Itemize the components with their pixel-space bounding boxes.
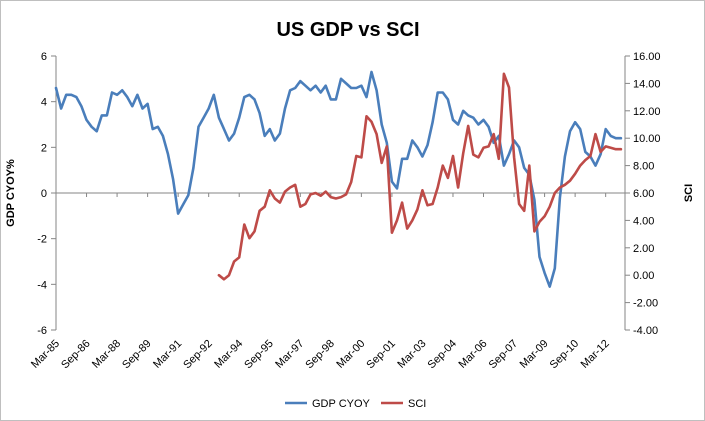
x-tick-label: Sep-07 bbox=[487, 338, 521, 372]
chart-title: US GDP vs SCI bbox=[276, 19, 419, 41]
right-axis-label: SCI bbox=[683, 184, 695, 202]
left-tick-label: -4 bbox=[37, 279, 47, 291]
x-tick-label: Mar-06 bbox=[457, 338, 490, 371]
right-tick-label: 0.00 bbox=[633, 270, 654, 282]
x-tick-label: Mar-00 bbox=[334, 338, 367, 371]
left-axis-label: GDP CYOY% bbox=[5, 159, 17, 227]
left-tick-label: 2 bbox=[41, 142, 47, 154]
x-tick-label: Mar-91 bbox=[151, 338, 184, 371]
x-tick-label: Sep-95 bbox=[242, 338, 276, 372]
x-tick-label: Sep-89 bbox=[120, 338, 154, 372]
x-tick-label: Sep-86 bbox=[59, 338, 93, 372]
x-tick-label: Mar-88 bbox=[90, 338, 123, 371]
x-tick-label: Mar-12 bbox=[579, 338, 612, 371]
right-tick-label: 14.00 bbox=[633, 78, 661, 90]
left-tick-label: -6 bbox=[37, 325, 47, 337]
x-tick-label: Sep-98 bbox=[303, 338, 337, 372]
right-tick-label: 16.00 bbox=[633, 51, 661, 63]
legend-label-gdp: GDP CYOY bbox=[312, 398, 371, 410]
x-tick-label: Sep-04 bbox=[426, 338, 460, 372]
legend: GDP CYOY SCI bbox=[285, 398, 426, 410]
right-tick-label: -4.00 bbox=[633, 325, 658, 337]
x-tick-label: Mar-94 bbox=[212, 338, 245, 371]
right-tick-label: 2.00 bbox=[633, 243, 654, 255]
x-tick-label: Sep-01 bbox=[364, 338, 398, 372]
x-tick-label: Mar-03 bbox=[395, 338, 428, 371]
right-tick-label: -2.00 bbox=[633, 298, 658, 310]
right-tick-label: 8.00 bbox=[633, 161, 654, 173]
right-tick-label: 12.00 bbox=[633, 106, 661, 118]
left-tick-label: 4 bbox=[41, 97, 47, 109]
legend-label-sci: SCI bbox=[408, 398, 426, 410]
x-tick-label: Sep-92 bbox=[181, 338, 215, 372]
left-tick-label: 6 bbox=[41, 51, 47, 63]
right-tick-label: 6.00 bbox=[633, 188, 654, 200]
x-tick-label: Mar-85 bbox=[29, 338, 62, 371]
axes: -6 -4 -2 0 2 4 6 -4.00 -2.00 0.00 2.00 4.00 6.00 8.00… bbox=[29, 51, 661, 371]
right-tick-label: 4.00 bbox=[633, 215, 654, 227]
series-layer bbox=[54, 70, 623, 288]
x-tick-label: Mar-97 bbox=[273, 338, 306, 371]
gdp-cyoy-line bbox=[54, 70, 623, 288]
sci-line bbox=[217, 72, 623, 281]
left-tick-label: 0 bbox=[41, 188, 47, 200]
right-tick-label: 10.00 bbox=[633, 133, 661, 145]
x-tick-label: Sep-10 bbox=[548, 338, 582, 372]
left-tick-label: -2 bbox=[37, 234, 47, 246]
x-tick-label: Mar-09 bbox=[518, 338, 551, 371]
